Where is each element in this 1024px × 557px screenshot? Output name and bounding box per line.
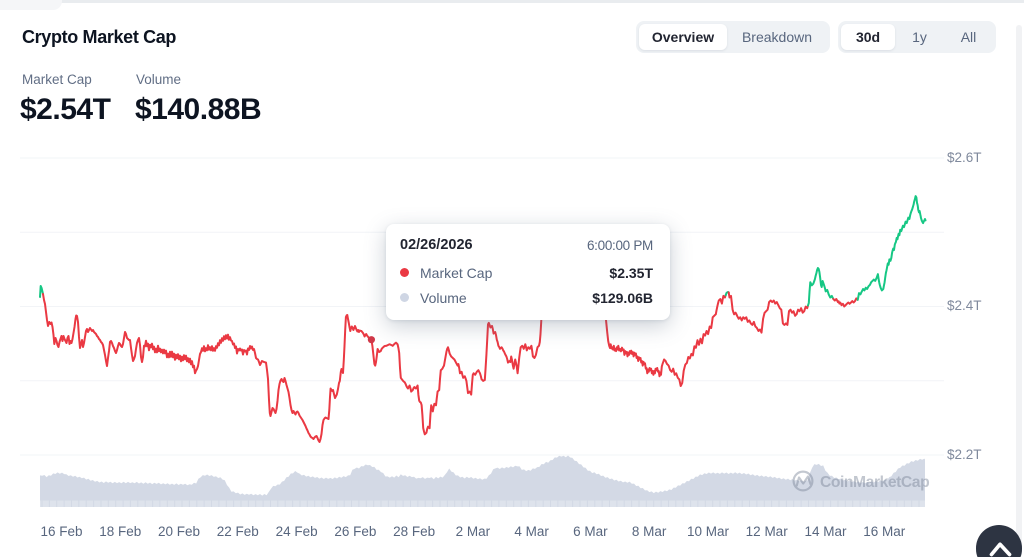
svg-text:CoinMarketCap: CoinMarketCap [820,474,929,491]
